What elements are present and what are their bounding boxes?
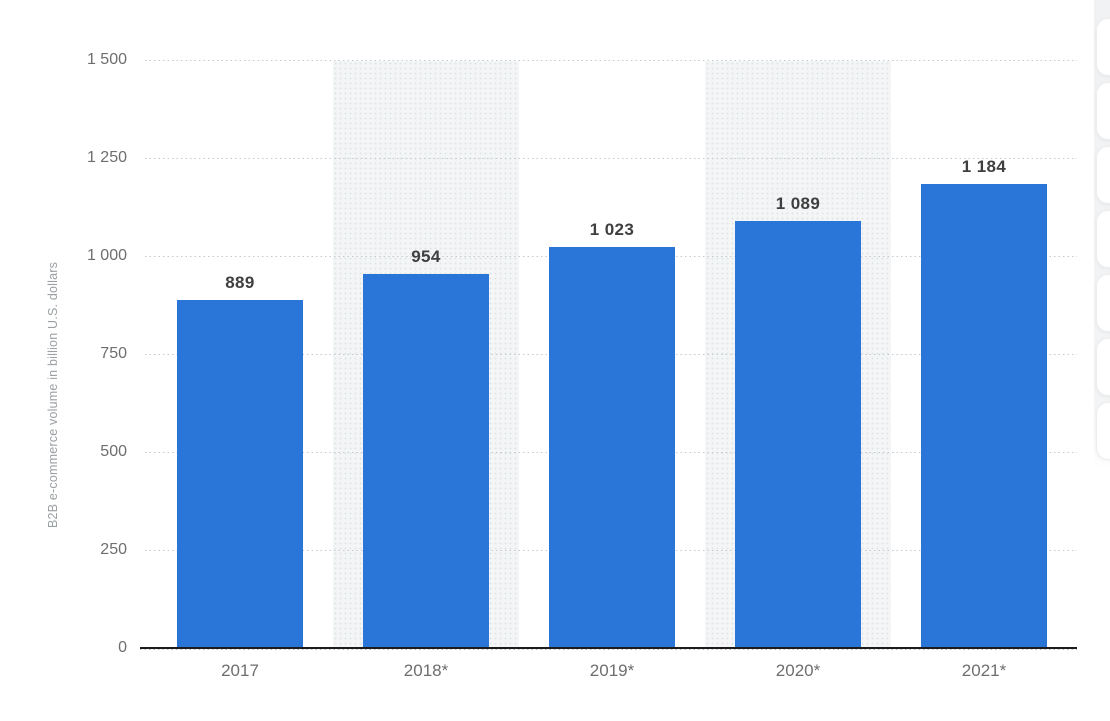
side-action-button[interactable]	[1096, 402, 1110, 460]
y-axis-tick-label: 500	[100, 443, 127, 460]
x-axis-tick-label: 2018*	[403, 661, 449, 680]
side-action-button[interactable]	[1096, 338, 1110, 396]
bar-value-label: 954	[411, 247, 441, 267]
x-axis-line	[140, 647, 1077, 649]
bar-value-label: 1 023	[589, 219, 635, 239]
y-axis-tick-label: 750	[100, 345, 127, 362]
x-axis-tick-label: 2019*	[589, 661, 635, 680]
side-action-button[interactable]	[1096, 210, 1110, 268]
x-axis-tick-label: 2017	[221, 661, 259, 680]
y-axis-tick-label: 1 250	[86, 149, 127, 166]
x-axis-tick-label: 2020*	[775, 661, 821, 680]
bar-value-label: 1 089	[775, 194, 821, 214]
gridline	[145, 60, 1077, 61]
y-axis-title: B2B e-commerce volume in billion U.S. do…	[46, 261, 60, 528]
side-action-button[interactable]	[1096, 146, 1110, 204]
bar-value-label: 889	[225, 272, 255, 292]
y-axis-tick-label: 1 000	[86, 247, 127, 264]
bar-value-label: 1 184	[961, 156, 1007, 176]
side-action-button[interactable]	[1096, 82, 1110, 140]
bar-2020*[interactable]	[735, 221, 861, 648]
y-axis-tick-label: 0	[118, 639, 127, 656]
side-action-button[interactable]	[1096, 18, 1110, 76]
x-axis-tick-label: 2021*	[961, 661, 1007, 680]
bar-2017[interactable]	[177, 299, 303, 648]
side-action-button[interactable]	[1096, 274, 1110, 332]
bar-2018*[interactable]	[363, 274, 489, 648]
gridline	[145, 158, 1077, 159]
x-axis-line-shadow	[140, 649, 1077, 650]
y-axis-tick-label: 1 500	[86, 51, 127, 68]
y-axis-tick-label: 250	[100, 541, 127, 558]
bar-2019*[interactable]	[549, 246, 675, 648]
bar-2021*[interactable]	[921, 183, 1047, 648]
